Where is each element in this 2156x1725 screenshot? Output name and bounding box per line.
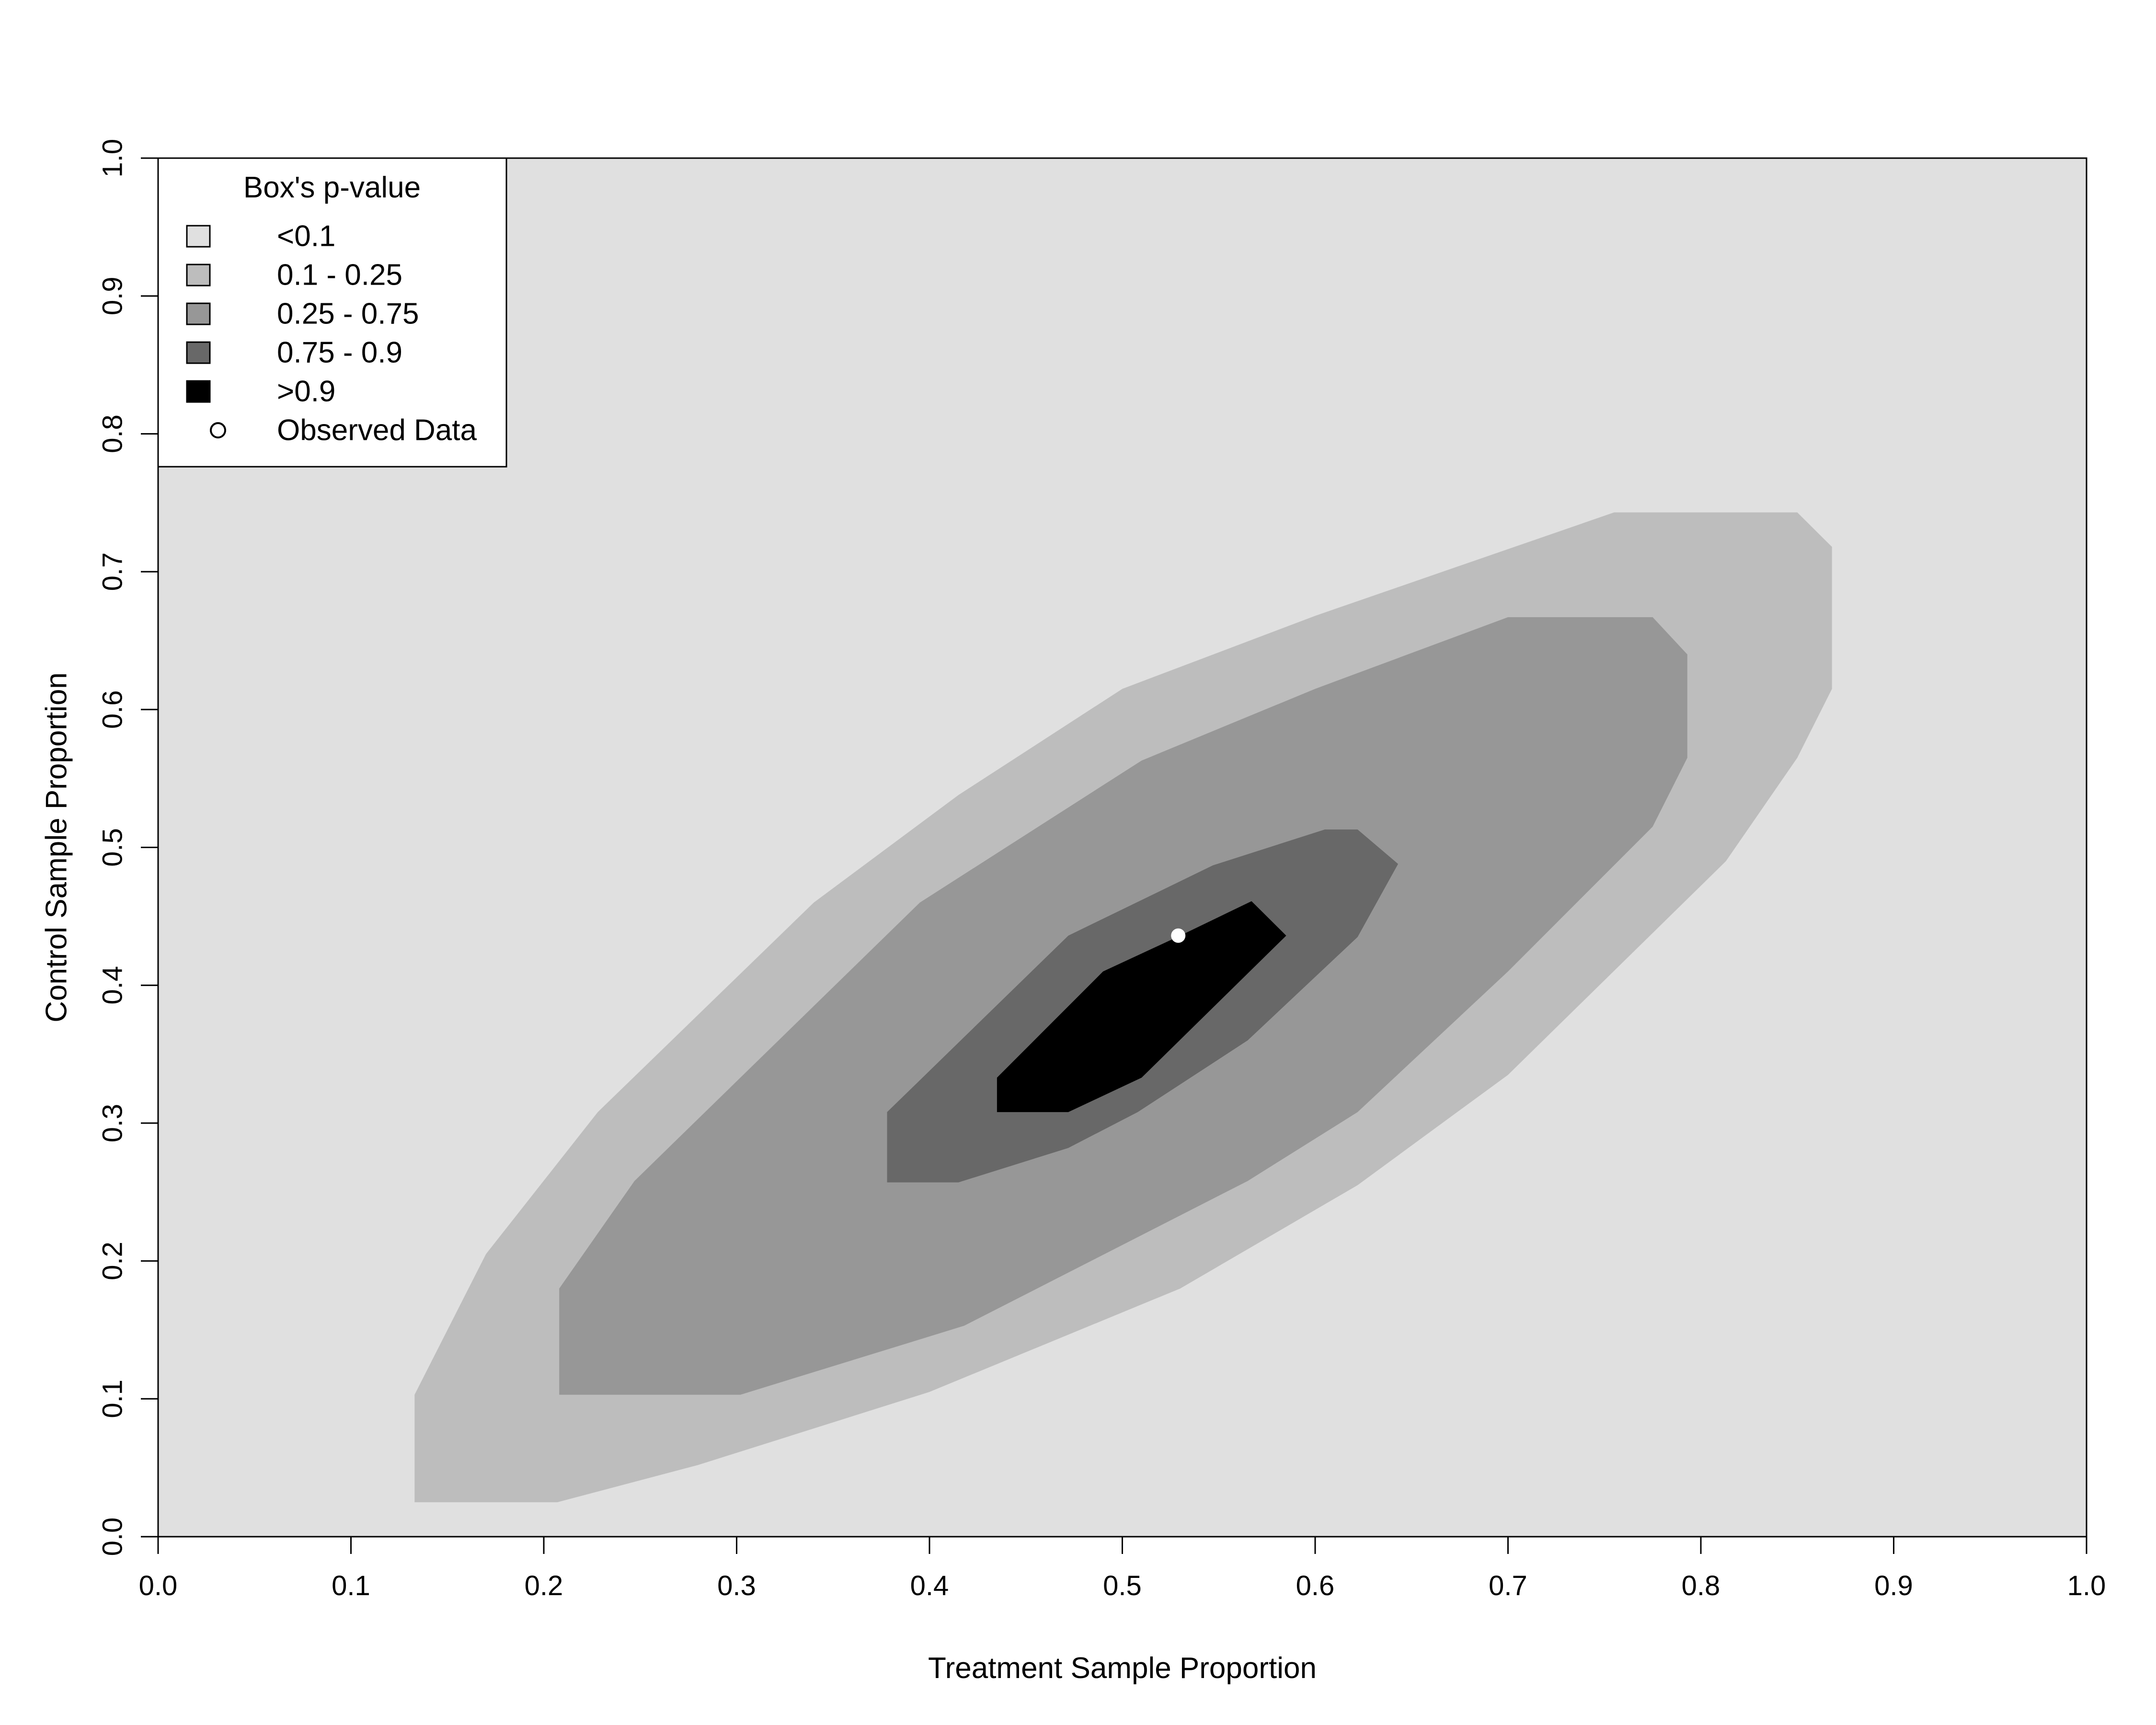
- y-tick-label: 0.2: [97, 1242, 128, 1280]
- x-axis: 0.0 0.1 0.2 0.3 0.4 0.5 0.6 0.7 0.8 0.9 1.0: [139, 1536, 2106, 1601]
- y-tick-label: 0.9: [97, 276, 128, 315]
- legend-label: 0.1 - 0.25: [277, 259, 402, 292]
- legend-label: <0.1: [277, 220, 335, 253]
- x-tick-label: 0.0: [139, 1570, 178, 1601]
- legend-swatch: [186, 302, 211, 325]
- x-tick-label: 0.7: [1489, 1570, 1527, 1601]
- x-tick-label: 0.1: [332, 1570, 370, 1601]
- legend-label: >0.9: [277, 375, 335, 408]
- x-tick-label: 0.6: [1296, 1570, 1335, 1601]
- contour-region-4: [997, 901, 1286, 1112]
- legend-swatch: [186, 341, 211, 364]
- x-tick-label: 0.3: [717, 1570, 756, 1601]
- legend: Box's p-value <0.1 0.1 - 0.25 0.25 - 0.75 0…: [157, 157, 507, 468]
- x-tick-label: 0.8: [1682, 1570, 1720, 1601]
- legend-swatch: [210, 422, 226, 438]
- y-tick-label: 0.1: [97, 1380, 128, 1418]
- x-tick-label: 0.5: [1103, 1570, 1142, 1601]
- legend-entries: <0.1 0.1 - 0.25 0.25 - 0.75 0.75 - 0.9 >0.9 O…: [186, 220, 477, 447]
- x-tick-label: 0.4: [910, 1570, 949, 1601]
- legend-box: [157, 157, 507, 468]
- y-tick-label: 0.0: [97, 1518, 128, 1556]
- legend-label: 0.75 - 0.9: [277, 336, 402, 369]
- x-axis-title: Treatment Sample Proportion: [928, 1652, 1317, 1685]
- legend-swatch: [186, 264, 211, 287]
- legend-label: 0.25 - 0.75: [277, 298, 419, 331]
- x-tick-label: 0.9: [1874, 1570, 1913, 1601]
- y-axis-title: Control Sample Proportion: [40, 672, 73, 1023]
- y-tick-label: 0.7: [97, 552, 128, 591]
- y-tick-label: 0.6: [97, 690, 128, 729]
- y-tick-label: 0.3: [97, 1104, 128, 1143]
- legend-label: Observed Data: [277, 414, 477, 447]
- legend-swatch: [186, 225, 211, 248]
- contour-regions: [414, 512, 1832, 1503]
- observed-data-point: [1171, 928, 1186, 943]
- y-tick-label: 0.4: [97, 966, 128, 1005]
- x-tick-label: 1.0: [2067, 1570, 2106, 1601]
- y-axis: 0.0 0.1 0.2 0.3 0.4 0.5 0.6 0.7 0.8 0.9 1.0: [97, 139, 159, 1556]
- y-tick-label: 1.0: [97, 139, 128, 178]
- y-tick-label: 0.8: [97, 414, 128, 453]
- legend-swatch: [186, 380, 211, 403]
- legend-title: Box's p-value: [243, 171, 421, 204]
- x-tick-label: 0.2: [525, 1570, 563, 1601]
- y-tick-label: 0.5: [97, 828, 128, 867]
